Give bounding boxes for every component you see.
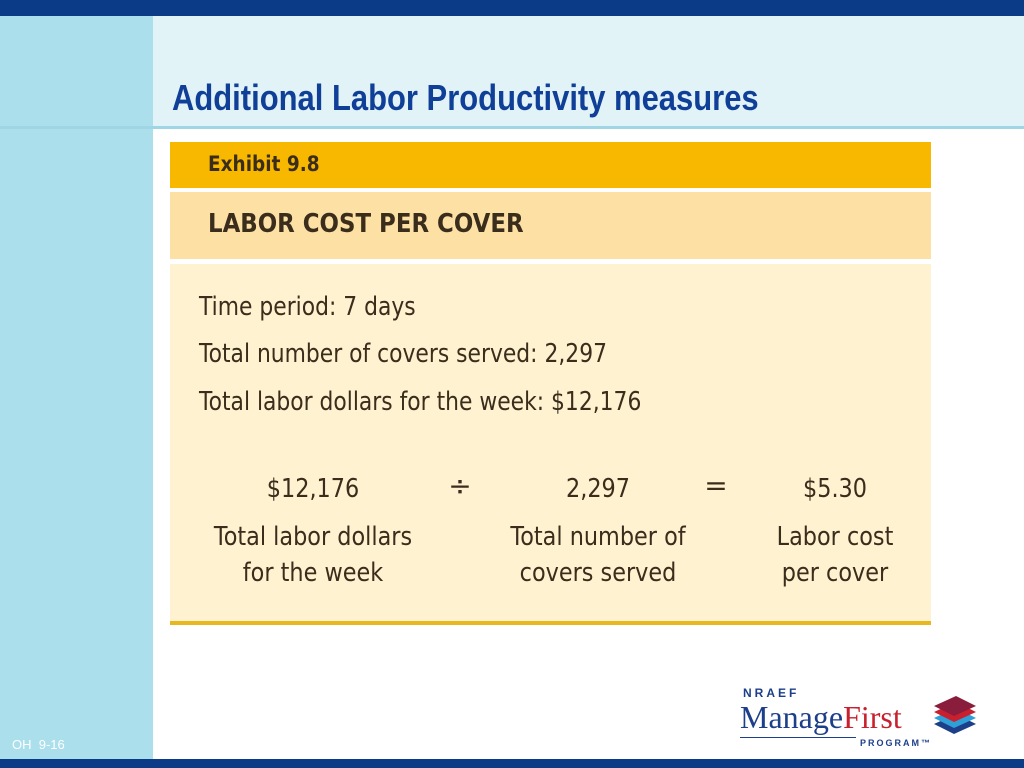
calc-caption-line: Total labor dollars (213, 522, 413, 552)
exhibit-separator (170, 259, 931, 264)
managefirst-logo: NRAEF ManageFirst PROGRAM™ (740, 686, 985, 752)
logo-underline (740, 737, 856, 738)
logo-nraef-text: NRAEF (743, 686, 800, 700)
divide-operator: ÷ (448, 469, 472, 502)
top-bar (0, 0, 1024, 16)
calc-value: $5.30 (802, 474, 868, 504)
stacked-books-icon (934, 696, 976, 734)
fact-labor-dollars: Total labor dollars for the week: $12,17… (199, 387, 642, 417)
fact-time-period: Time period: 7 days (199, 292, 416, 322)
exhibit-body: Time period: 7 days Total number of cove… (170, 264, 931, 621)
calc-caption-line: covers served (519, 558, 677, 588)
title-band (153, 16, 1024, 126)
calc-result-labor-cost: $5.30 Labor cost per cover (753, 471, 916, 595)
calc-caption: Total labor dollars for the week (206, 515, 421, 595)
calc-value: 2,297 (565, 474, 631, 504)
fact-covers-served: Total number of covers served: 2,297 (199, 339, 608, 369)
exhibit-subheader (170, 192, 931, 259)
exhibit-label: Exhibit 9.8 (208, 152, 320, 176)
calc-term-covers: 2,297 Total number of covers served (495, 471, 701, 595)
exhibit-separator (170, 188, 931, 192)
calc-value: $12,176 (266, 474, 360, 504)
calc-caption: Total number of covers served (495, 515, 701, 595)
title-divider (0, 126, 1024, 129)
exhibit-subtitle: LABOR COST PER COVER (208, 209, 524, 239)
calc-caption-line: for the week (242, 558, 384, 588)
slide-title: Additional Labor Productivity measures (172, 77, 759, 118)
logo-first-text: First (843, 699, 902, 735)
calc-caption-line: Labor cost (776, 522, 894, 552)
bottom-bar (0, 759, 1024, 768)
exhibit-panel: Exhibit 9.8 LABOR COST PER COVER Time pe… (170, 142, 931, 625)
equals-operator: = (704, 469, 728, 502)
exhibit-header (170, 142, 931, 188)
left-sidebar-band (0, 16, 153, 759)
calc-caption-line: per cover (781, 558, 889, 588)
calc-caption: Labor cost per cover (753, 515, 916, 595)
calc-term-labor-dollars: $12,176 Total labor dollars for the week (206, 471, 421, 595)
calc-caption-line: Total number of (510, 522, 686, 552)
logo-manage-text: Manage (740, 699, 844, 735)
slide-number: OH 9-16 (12, 737, 65, 752)
logo-program-text: PROGRAM™ (860, 738, 932, 748)
logo-wordmark: ManageFirst (740, 698, 902, 736)
exhibit-bottom-rule (170, 621, 931, 625)
